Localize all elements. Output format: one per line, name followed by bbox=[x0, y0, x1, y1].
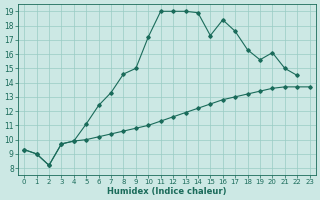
X-axis label: Humidex (Indice chaleur): Humidex (Indice chaleur) bbox=[107, 187, 227, 196]
